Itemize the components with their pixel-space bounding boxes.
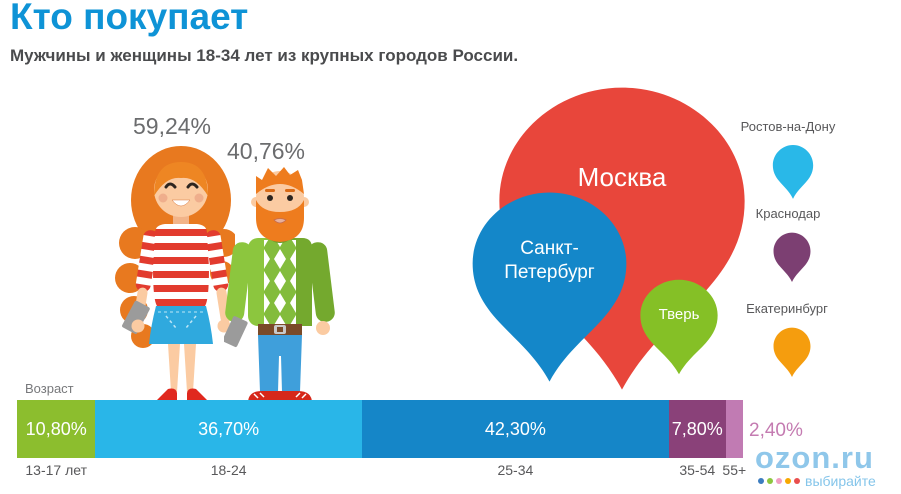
age-segment-value: 10,80% (25, 418, 87, 439)
age-segment-value: 7,80% (671, 418, 723, 439)
age-segment-25-34: 42,30% (361, 400, 669, 458)
age-segment-value: 36,70% (198, 418, 260, 439)
map-pin-icon (772, 145, 814, 199)
male-share-value: 40,76% (227, 138, 306, 164)
age-tick-18-24: 18-24 (210, 462, 247, 478)
age-distribution-bar: 10,80% 36,70% 42,30% 7,80% (17, 400, 743, 458)
map-pin-icon (773, 327, 811, 377)
male-hair (256, 167, 304, 194)
age-axis-label: Возраст (25, 381, 74, 396)
city-label-tver: Тверь (658, 306, 700, 323)
logo-dot-blue (758, 478, 764, 484)
map-pin-icon (640, 279, 718, 375)
age-segment-13-17: 10,80% (17, 400, 96, 458)
male-figure (224, 167, 335, 404)
city-pin-rostov (769, 141, 817, 200)
age-segment-value: 42,30% (484, 418, 546, 439)
city-pin-label-ekaterinburg: Екатеринбург (746, 301, 828, 316)
logo-tagline: выбирайте (805, 473, 876, 489)
age-segment-18-24: 36,70% (95, 400, 362, 458)
page-subtitle: Мужчины и женщины 18-34 лет из крупных г… (10, 46, 519, 65)
map-pin-icon (472, 192, 627, 382)
map-pin-icon (773, 232, 811, 282)
male-phone (224, 316, 248, 347)
logo-dot-orange (785, 478, 791, 484)
city-pin-ekaterinburg (770, 324, 814, 378)
female-share-value: 59,24% (133, 113, 212, 139)
age-segment-value-55plus: 2,40% (749, 420, 803, 441)
age-tick-55plus: 55+ (722, 462, 747, 478)
female-denim-skirt (149, 306, 213, 344)
city-label-spb: Санкт-Петербург (504, 238, 595, 283)
female-striped-shirt (153, 224, 209, 306)
city-pin-label-krasnodar: Краснодар (755, 206, 821, 221)
city-label-moscow: Москва (577, 162, 667, 192)
logo-dot-red (794, 478, 800, 484)
logo-dot-pink (776, 478, 782, 484)
logo-dot-green (767, 478, 773, 484)
age-axis-ticks: 13-17 лет 18-24 25-34 35-54 55+ (17, 462, 747, 480)
ozon-logo[interactable]: ozon.ru выбирайте (755, 440, 876, 489)
city-pin-label-rostov: Ростов-на-Дону (740, 119, 836, 134)
female-figure (115, 146, 235, 401)
page-title: Кто покупает (10, 0, 249, 37)
logo-brand-text: ozon.ru (755, 440, 874, 475)
age-tick-13-17: 13-17 лет (25, 462, 88, 478)
female-phone (122, 300, 150, 334)
city-pin-spb: Санкт-Петербург (458, 179, 641, 385)
age-tick-35-54: 35-54 (679, 462, 716, 478)
age-tick-25-34: 25-34 (497, 462, 534, 478)
city-pin-tver: Тверь (633, 273, 725, 376)
city-pin-krasnodar (770, 229, 814, 283)
age-segment-35-54: 7,80% (668, 400, 726, 458)
age-segment-55plus (725, 400, 743, 458)
male-jeans (258, 335, 302, 392)
